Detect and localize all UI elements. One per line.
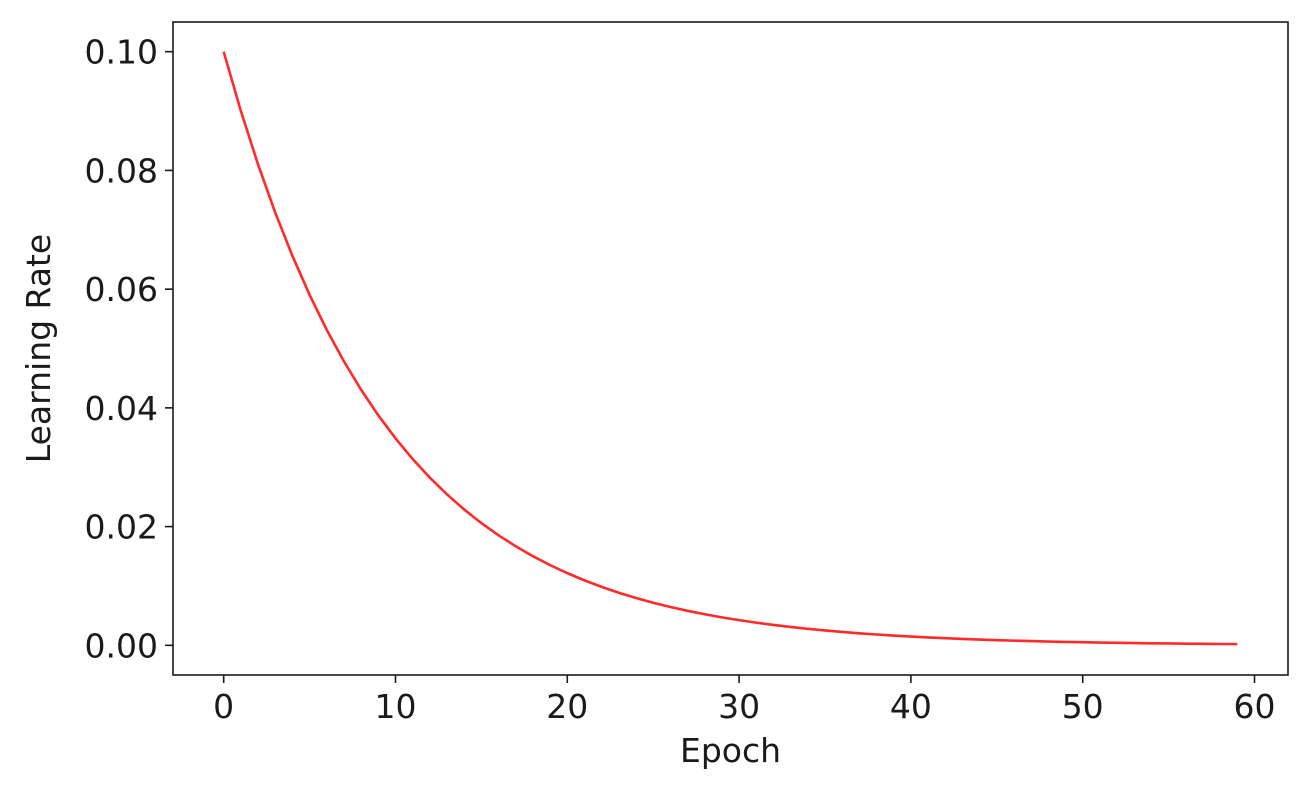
x-tick-label: 30 — [718, 687, 760, 726]
x-tick-label: 50 — [1062, 687, 1104, 726]
x-tick-label: 60 — [1233, 687, 1275, 726]
x-axis: 0 10 20 30 40 50 60 — [213, 675, 1275, 726]
x-tick-label: 20 — [546, 687, 588, 726]
learning-rate-line — [222, 51, 1238, 646]
y-tick-label: 0.06 — [85, 270, 158, 309]
y-tick-label: 0.10 — [85, 33, 158, 72]
axes-frame — [172, 21, 1289, 676]
y-tick-label: 0.04 — [85, 389, 158, 428]
y-axis-label: Learning Rate — [19, 234, 58, 463]
x-axis-label: Epoch — [680, 731, 781, 770]
y-tick-label: 0.08 — [85, 151, 158, 190]
x-tick-label: 0 — [213, 687, 234, 726]
x-tick-label: 40 — [890, 687, 932, 726]
x-tick-label: 10 — [374, 687, 416, 726]
y-tick-label: 0.02 — [85, 508, 158, 547]
y-axis: 0.00 0.02 0.04 0.06 0.08 0.10 — [85, 33, 173, 665]
y-tick-label: 0.00 — [85, 626, 158, 665]
